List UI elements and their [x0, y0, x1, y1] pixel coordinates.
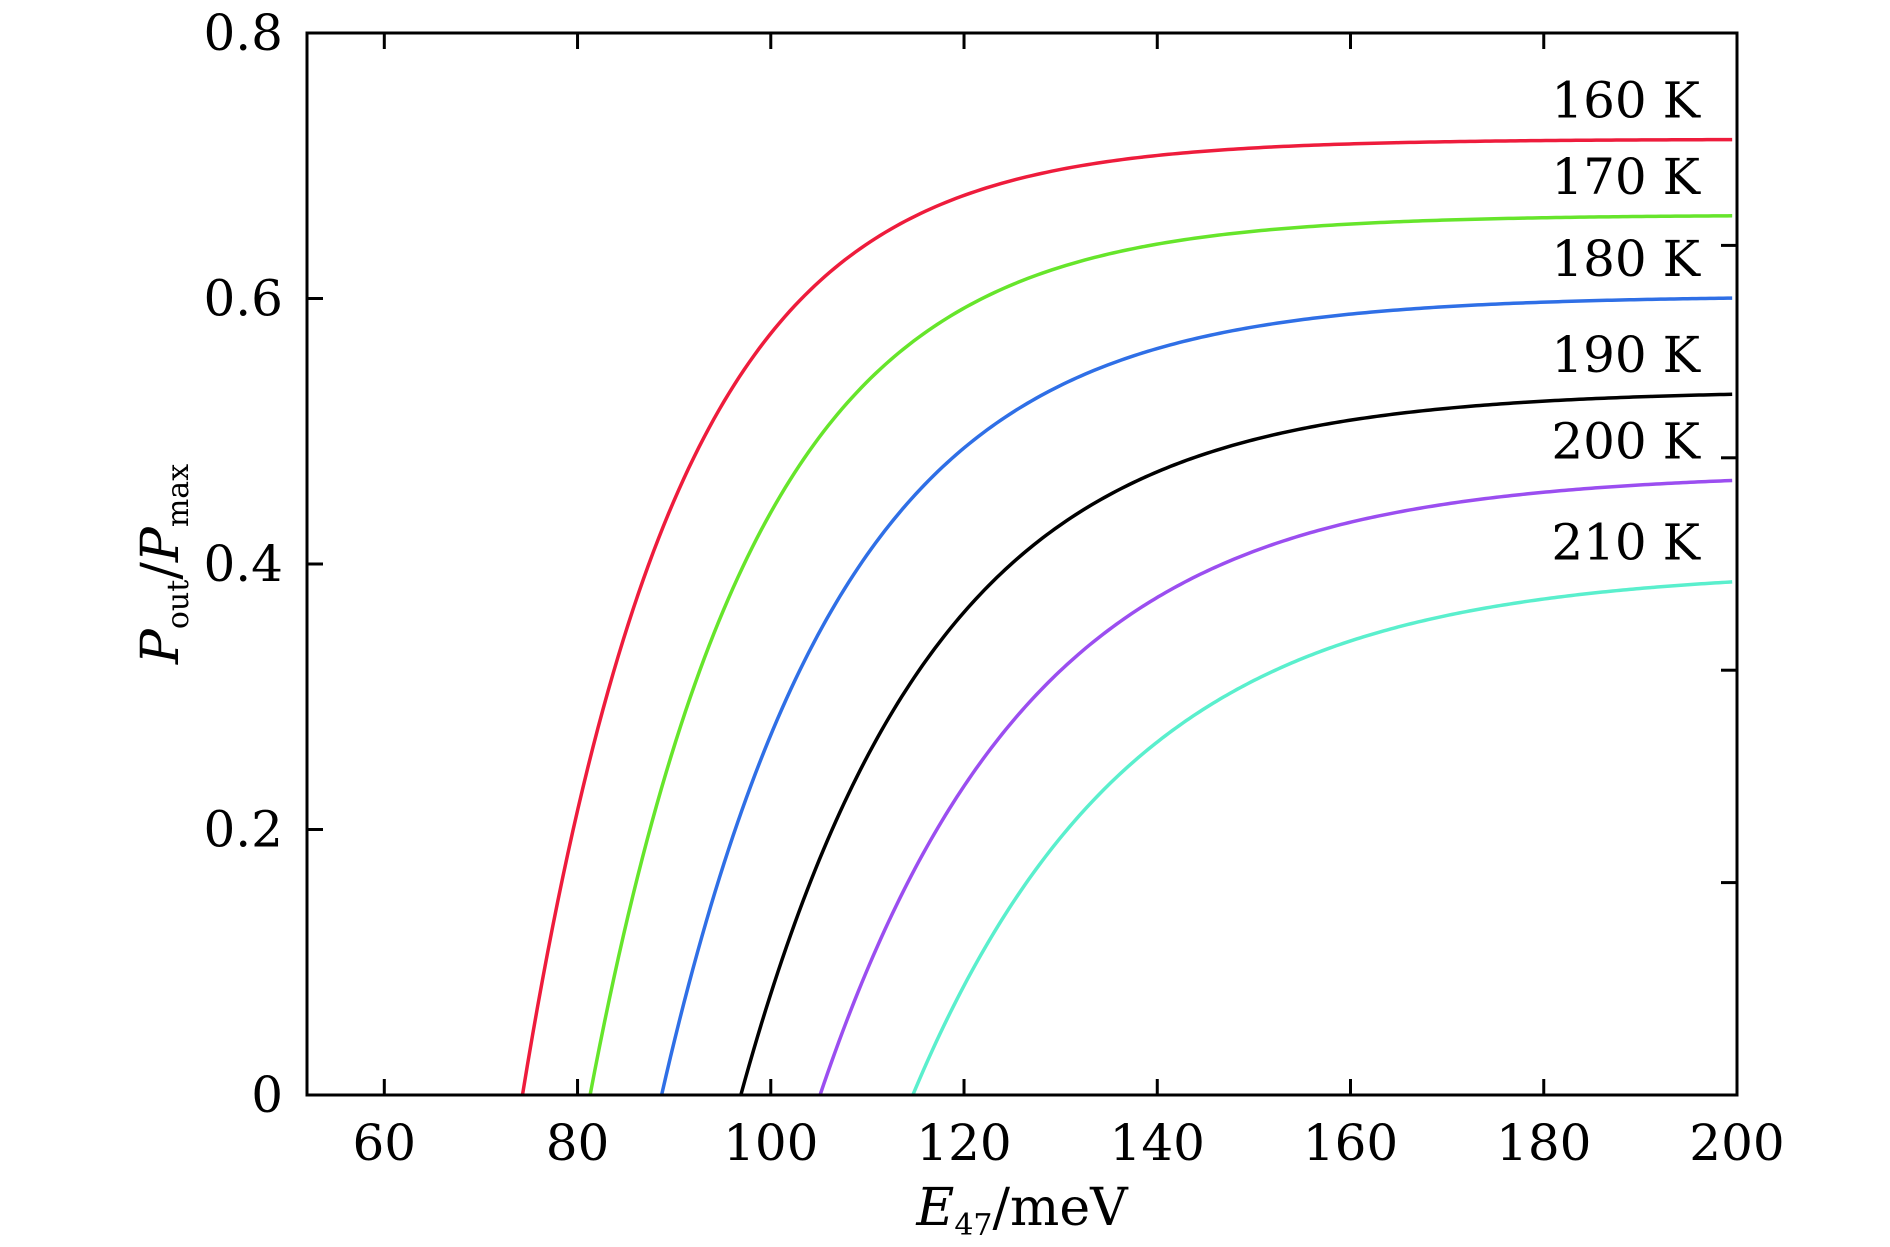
- series-line-160-k: [520, 137, 1733, 1096]
- x-tick-labels: 60 80 100 120 140 160 180 200: [352, 1114, 1784, 1172]
- x-tick-label-180: 180: [1496, 1114, 1591, 1172]
- y-axis-title: Pout/Pmax: [131, 464, 196, 665]
- x-axis-title: E47/meV: [915, 1178, 1129, 1242]
- y-tick-label-0.6: 0.6: [203, 270, 283, 328]
- x-tick-label-80: 80: [546, 1114, 610, 1172]
- series-line-210-k: [911, 580, 1733, 1096]
- series-label-200-k: 200 K: [1551, 412, 1701, 470]
- series-line-190-k: [739, 392, 1733, 1096]
- axis-ticks: [307, 31, 1739, 1097]
- series-line-170-k: [588, 214, 1733, 1096]
- x-tick-label-60: 60: [352, 1114, 416, 1172]
- series-lines: [520, 137, 1733, 1096]
- plot-frame: [305, 31, 1739, 1097]
- y-tick-label-0.4: 0.4: [203, 535, 283, 593]
- x-tick-label-140: 140: [1110, 1114, 1205, 1172]
- series-label-180-k: 180 K: [1551, 230, 1701, 288]
- y-tick-labels: 0 0.2 0.4 0.6 0.8: [203, 4, 283, 1124]
- series-line-180-k: [659, 296, 1733, 1096]
- y-tick-label-0.2: 0.2: [203, 801, 283, 859]
- series-label-160-k: 160 K: [1551, 72, 1701, 130]
- x-tick-label-200: 200: [1689, 1114, 1784, 1172]
- y-tick-label-0.8: 0.8: [203, 4, 283, 62]
- x-tick-label-100: 100: [723, 1114, 818, 1172]
- x-tick-label-160: 160: [1303, 1114, 1398, 1172]
- series-label-210-k: 210 K: [1551, 514, 1701, 572]
- series-line-200-k: [818, 478, 1733, 1096]
- series-label-190-k: 190 K: [1551, 326, 1701, 384]
- series-label-170-k: 170 K: [1551, 148, 1701, 206]
- y-tick-label-0: 0: [251, 1066, 283, 1124]
- series-labels: 160 K 170 K 180 K 190 K 200 K 210 K: [1551, 72, 1701, 572]
- x-tick-label-120: 120: [916, 1114, 1011, 1172]
